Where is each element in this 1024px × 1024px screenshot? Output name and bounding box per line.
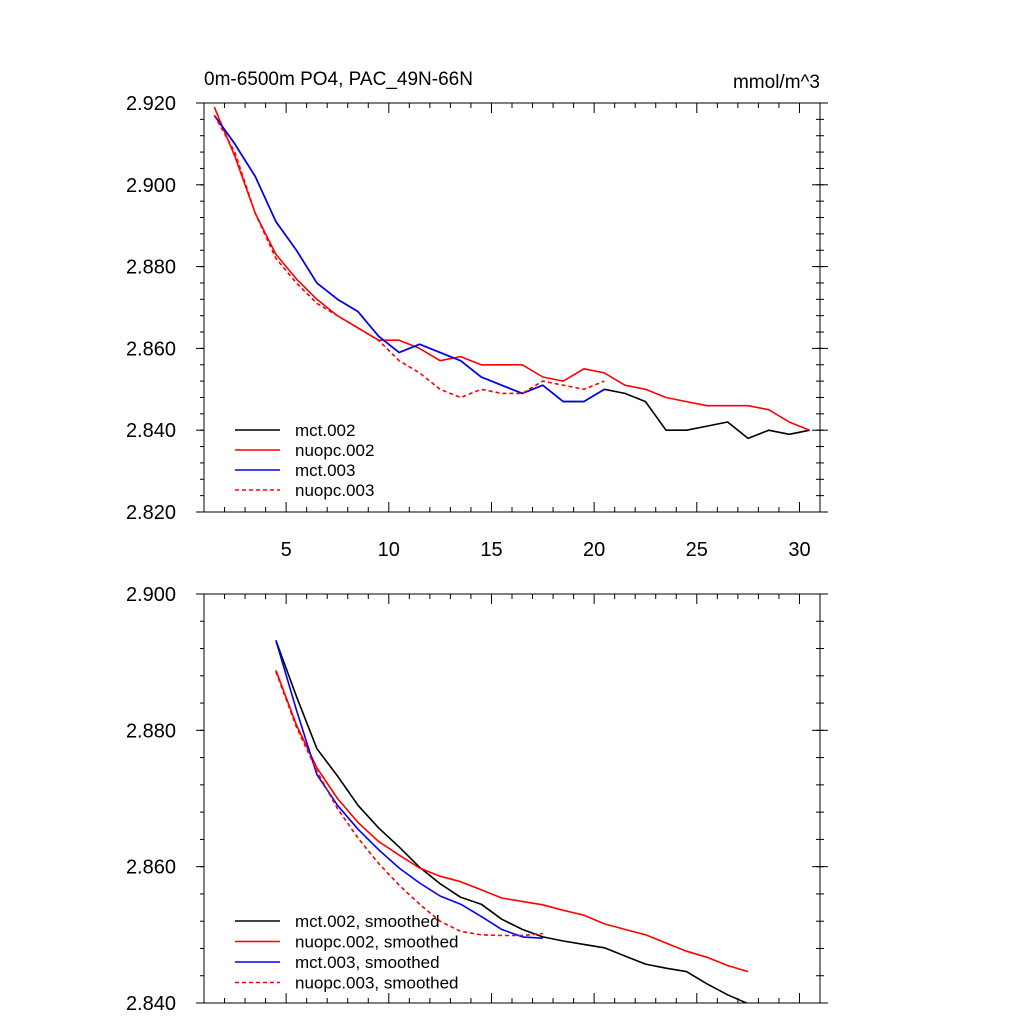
y-tick-label: 2.840 [126,993,176,1015]
y-tick-label: 2.860 [126,857,176,879]
legend-label: mct.003 [295,461,355,480]
series-line-nuopc-003 [213,114,605,399]
legend-label: nuopc.002, smoothed [295,933,459,952]
chart-panel-top: 0m-6500m PO4, PAC_49N-66N mmol/m^3 5 10 15… [126,69,828,561]
legend-label: nuopc.002 [295,441,374,460]
series-line-nuopc-003-smoothed [275,671,543,937]
y-tick-label: 2.840 [126,420,176,442]
chart-panel-bottom: 2.840 2.860 2.880 2.900 mct.002, smoothed nuo… [126,584,828,1015]
chart-units: mmol/m^3 [733,72,820,93]
chart-title: 0m-6500m PO4, PAC_49N-66N [204,69,473,90]
legend-label: nuopc.003, smoothed [295,974,459,993]
legend-label: mct.002 [295,421,355,440]
x-tick-label: 15 [480,539,502,561]
series-line-nuopc-002 [213,106,810,431]
y-tick-label: 2.920 [126,93,176,115]
legend-label: nuopc.003 [295,481,374,500]
x-tick-label: 20 [583,539,605,561]
y-tick-label: 2.900 [126,584,176,606]
y-tick-label: 2.820 [126,502,176,524]
x-tick-label: 30 [788,539,810,561]
series-line-mct-003 [213,114,605,403]
x-tick-label: 10 [378,539,400,561]
y-tick-label: 2.880 [126,720,176,742]
x-tick-label: 5 [281,539,292,561]
x-tick-label: 25 [686,539,708,561]
y-tick-label: 2.900 [126,175,176,197]
y-tick-label: 2.860 [126,338,176,360]
series-line-mct-002-smoothed [275,640,749,1003]
series-line-mct-003-smoothed [275,640,543,939]
legend-label: mct.002, smoothed [295,912,440,931]
legend-label: mct.003, smoothed [295,953,440,972]
y-tick-label: 2.880 [126,257,176,279]
series-line-nuopc-002-smoothed [275,670,749,973]
